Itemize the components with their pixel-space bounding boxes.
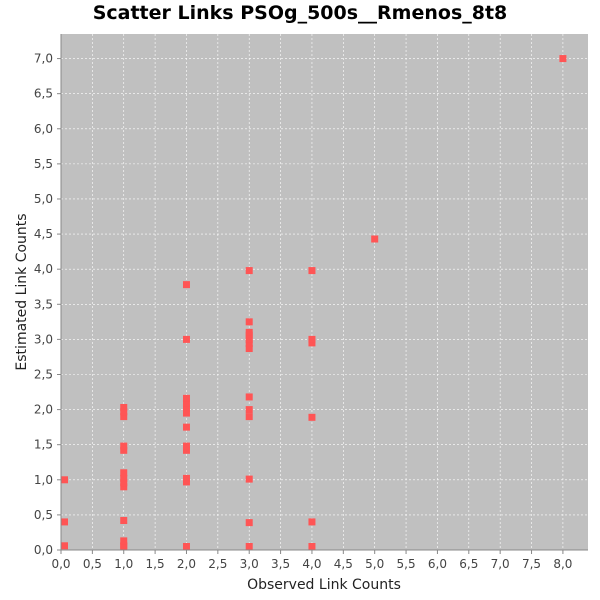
y-tick-label: 6,0: [34, 122, 53, 136]
scatter-point: [245, 318, 253, 326]
x-tick-label: 7,0: [491, 557, 510, 571]
x-axis-label: Observed Link Counts: [247, 577, 401, 593]
grid-lines: [60, 34, 588, 551]
chart-title: Scatter Links PSOg_500s__Rmenos_8t8: [92, 2, 508, 24]
scatter-point: [182, 281, 190, 289]
x-tick-label: 0,0: [51, 557, 70, 571]
x-tick-label: 7,5: [522, 557, 541, 571]
scatter-point: [245, 413, 253, 421]
scatter-point: [182, 478, 190, 486]
x-tick-label: 4,0: [302, 557, 321, 571]
y-tick-label: 2,0: [34, 403, 53, 417]
scatter-point: [308, 518, 316, 526]
scatter-point: [308, 335, 316, 343]
scatter-point: [245, 267, 253, 275]
scatter-point: [182, 409, 190, 417]
x-tick-label: 2,0: [177, 557, 196, 571]
x-tick-label: 1,5: [146, 557, 165, 571]
y-tick-label: 4,5: [34, 227, 53, 241]
scatter-point: [120, 442, 128, 450]
x-tick-label: 8,0: [553, 557, 572, 571]
scatter-point: [182, 423, 190, 431]
y-tick-label: 3,5: [34, 297, 53, 311]
scatter-point: [308, 543, 316, 550]
y-tick-label: 0,0: [34, 543, 53, 557]
scatter-point: [182, 442, 190, 450]
y-tick-label: 7,0: [34, 52, 53, 66]
x-tick-label: 3,0: [240, 557, 259, 571]
y-tick-label: 1,5: [34, 438, 53, 452]
y-axis-label: Estimated Link Counts: [14, 213, 30, 370]
y-tick-label: 2,5: [34, 367, 53, 381]
y-tick-label: 0,5: [34, 508, 53, 522]
x-axis-ticks: 0,0 0,5 1,0 1,5 2,0 2,5 3,0 3,5 4,0 4,5 5,0 5,5 6,0 6…: [51, 550, 572, 571]
scatter-point: [182, 404, 190, 412]
scatter-point: [120, 542, 128, 550]
x-tick-label: 2,5: [208, 557, 227, 571]
scatter-point: [245, 519, 253, 527]
scatter-point: [245, 393, 253, 401]
y-tick-label: 5,5: [34, 157, 53, 171]
x-tick-label: 6,0: [428, 557, 447, 571]
x-tick-label: 5,0: [365, 557, 384, 571]
x-tick-label: 3,5: [271, 557, 290, 571]
scatter-point: [308, 413, 316, 421]
scatter-point: [308, 339, 316, 347]
scatter-point: [61, 542, 68, 550]
x-tick-label: 5,5: [397, 557, 416, 571]
scatter-point: [182, 474, 190, 482]
scatter-point: [120, 446, 128, 454]
x-tick-label: 6,5: [459, 557, 478, 571]
scatter-point: [61, 476, 68, 484]
scatter-point: [120, 413, 128, 421]
scatter-point: [182, 335, 190, 343]
x-tick-label: 1,0: [114, 557, 133, 571]
scatter-point: [120, 483, 128, 491]
y-axis-ticks: 0,0 0,5 1,0 1,5 2,0 2,5 3,0 3,5 4,0 4,5 5,0 5,5 6,0 6…: [34, 52, 61, 557]
scatter-point: [245, 328, 253, 336]
scatter-point: [245, 475, 253, 483]
scatter-point: [120, 537, 128, 545]
scatter-point: [120, 408, 128, 416]
scatter-point: [308, 267, 316, 275]
scatter-point: [559, 55, 567, 63]
plot-area: [61, 34, 588, 550]
scatter-point: [120, 517, 128, 525]
scatter-point: [182, 543, 190, 550]
scatter-point: [182, 399, 190, 407]
scatter-point: [245, 335, 253, 343]
y-tick-label: 3,0: [34, 332, 53, 346]
x-tick-label: 0,5: [83, 557, 102, 571]
x-tick-label: 4,5: [334, 557, 353, 571]
y-tick-label: 4,0: [34, 262, 53, 276]
y-tick-label: 1,0: [34, 473, 53, 487]
scatter-point: [245, 340, 253, 348]
data-points: [61, 55, 567, 550]
scatter-point: [120, 474, 128, 482]
scatter-point: [120, 479, 128, 487]
scatter-point: [120, 403, 128, 411]
scatter-point: [371, 235, 379, 243]
y-tick-label: 6,5: [34, 87, 53, 101]
y-tick-label: 5,0: [34, 192, 53, 206]
scatter-point: [182, 394, 190, 402]
scatter-point: [182, 446, 190, 454]
scatter-point: [61, 518, 68, 526]
scatter-point: [120, 469, 128, 477]
scatter-point: [245, 406, 253, 414]
scatter-point: [245, 345, 253, 353]
scatter-point: [245, 543, 253, 550]
